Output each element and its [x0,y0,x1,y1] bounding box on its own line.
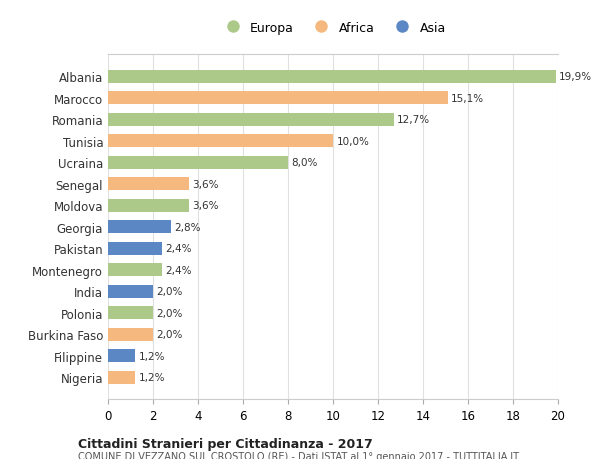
Text: 2,8%: 2,8% [175,222,201,232]
Text: 1,2%: 1,2% [139,372,165,382]
Text: 1,2%: 1,2% [139,351,165,361]
Bar [108,328,153,341]
Text: 2,0%: 2,0% [157,308,183,318]
Text: 2,0%: 2,0% [157,286,183,297]
Bar [108,92,448,105]
Bar [108,71,556,84]
Bar [108,157,288,169]
Bar [108,221,171,234]
Bar [108,263,162,276]
Text: 2,4%: 2,4% [166,244,192,254]
Bar [108,178,189,191]
Bar [108,371,135,384]
Bar [108,135,333,148]
Bar [108,307,153,319]
Text: 2,0%: 2,0% [157,330,183,339]
Bar [108,199,189,212]
Bar [108,285,153,298]
Text: 2,4%: 2,4% [166,265,192,275]
Text: COMUNE DI VEZZANO SUL CROSTOLO (RE) - Dati ISTAT al 1° gennaio 2017 - TUTTITALIA: COMUNE DI VEZZANO SUL CROSTOLO (RE) - Da… [78,451,519,459]
Bar [108,349,135,362]
Text: 15,1%: 15,1% [451,94,484,104]
Legend: Europa, Africa, Asia: Europa, Africa, Asia [215,17,451,39]
Text: 10,0%: 10,0% [337,136,369,146]
Text: 3,6%: 3,6% [193,179,219,189]
Text: 3,6%: 3,6% [193,201,219,211]
Text: 8,0%: 8,0% [292,158,318,168]
Bar [108,113,394,127]
Bar [108,242,162,255]
Text: 12,7%: 12,7% [397,115,430,125]
Text: Cittadini Stranieri per Cittadinanza - 2017: Cittadini Stranieri per Cittadinanza - 2… [78,437,373,450]
Text: 19,9%: 19,9% [559,72,592,82]
